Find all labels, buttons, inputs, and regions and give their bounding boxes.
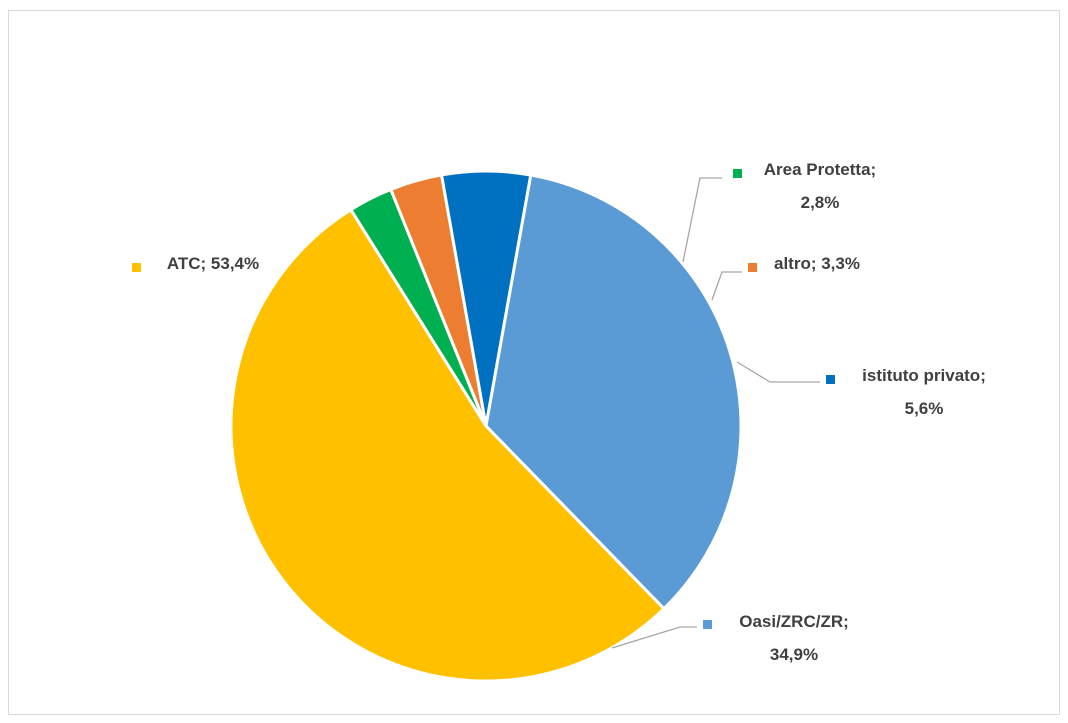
label-key-area-protetta <box>733 169 742 178</box>
data-labels: Area Protetta; 2,8% altro; 3,3% istituto pr… <box>132 160 986 664</box>
leader-line-oasi-zrc-zr <box>611 626 697 649</box>
data-label-category: Oasi/ZRC/ZR; <box>739 612 849 631</box>
data-label-category: istituto privato; <box>862 366 986 385</box>
data-label-oasi-zrc-zr: Oasi/ZRC/ZR; 34,9% <box>739 612 849 664</box>
label-key-atc <box>132 263 141 272</box>
data-label-area-protetta: Area Protetta; 2,8% <box>764 160 876 212</box>
leader-line-istituto-privato <box>736 361 820 383</box>
data-label-value: 5,6% <box>905 399 944 418</box>
leader-line-altro <box>711 271 742 301</box>
pie-slices <box>229 169 743 683</box>
data-label-atc: ATC; 53,4% <box>167 254 259 273</box>
data-label-value: 2,8% <box>801 193 840 212</box>
label-key-altro <box>748 263 757 272</box>
leader-lines <box>611 177 820 649</box>
label-key-istituto-privato <box>826 375 835 384</box>
label-key-oasi-zrc-zr <box>703 620 712 629</box>
data-label-value: 34,9% <box>770 645 818 664</box>
pie-slice-atc <box>229 208 666 683</box>
data-label-altro: altro; 3,3% <box>774 254 860 273</box>
data-label-istituto-privato: istituto privato; 5,6% <box>862 366 986 418</box>
leader-line-area-protetta <box>682 177 722 263</box>
data-label-category: Area Protetta; <box>764 160 876 179</box>
pie-slice-oasi-zrc-zr <box>484 173 743 611</box>
